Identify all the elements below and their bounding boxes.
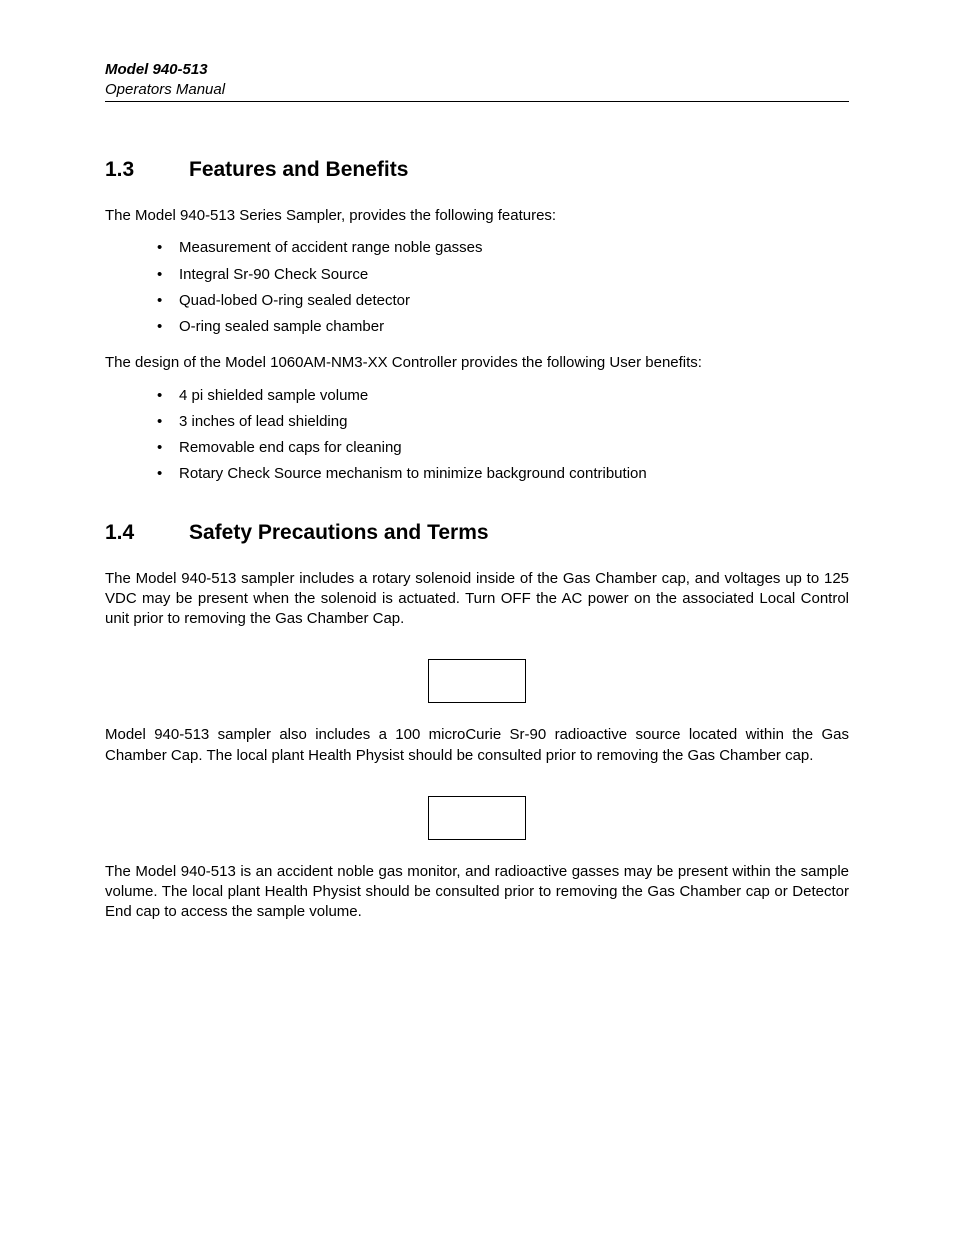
section-1-4-title: Safety Precautions and Terms (189, 521, 489, 544)
list-item: Quad-lobed O-ring sealed detector (179, 291, 849, 311)
list-item: 3 inches of lead shielding (179, 412, 849, 432)
manual-page: Model 940-513 Operators Manual 1.3Featur… (0, 0, 954, 1235)
list-item: Rotary Check Source mechanism to minimiz… (179, 464, 849, 484)
list-item: O-ring sealed sample chamber (179, 317, 849, 337)
page-header: Model 940-513 Operators Manual (105, 60, 849, 102)
section-1-4-para2: Model 940-513 sampler also includes a 10… (105, 725, 849, 766)
figure-placeholder-1-row (105, 659, 849, 703)
figure-placeholder-1 (428, 659, 526, 703)
section-1-4-para3: The Model 940-513 is an accident noble g… (105, 862, 849, 923)
figure-placeholder-2 (428, 796, 526, 840)
section-1-3-title: Features and Benefits (189, 158, 408, 181)
section-1-3-intro2: The design of the Model 1060AM-NM3-XX Co… (105, 353, 849, 373)
figure-placeholder-2-row (105, 796, 849, 840)
section-1-3-heading: 1.3Features and Benefits (105, 158, 849, 182)
list-item: Integral Sr-90 Check Source (179, 265, 849, 285)
list-item: Measurement of accident range noble gass… (179, 238, 849, 258)
section-1-4-para1: The Model 940-513 sampler includes a rot… (105, 569, 849, 630)
list-item: Removable end caps for cleaning (179, 438, 849, 458)
features-list: Measurement of accident range noble gass… (105, 238, 849, 337)
section-1-3-intro1: The Model 940-513 Series Sampler, provid… (105, 206, 849, 226)
section-1-4-number: 1.4 (105, 521, 189, 545)
header-rule (105, 101, 849, 102)
benefits-list: 4 pi shielded sample volume 3 inches of … (105, 386, 849, 485)
list-item: 4 pi shielded sample volume (179, 386, 849, 406)
section-1-4-heading: 1.4Safety Precautions and Terms (105, 521, 849, 545)
section-1-3-number: 1.3 (105, 158, 189, 182)
header-model: Model 940-513 (105, 60, 849, 80)
header-subtitle: Operators Manual (105, 80, 849, 100)
